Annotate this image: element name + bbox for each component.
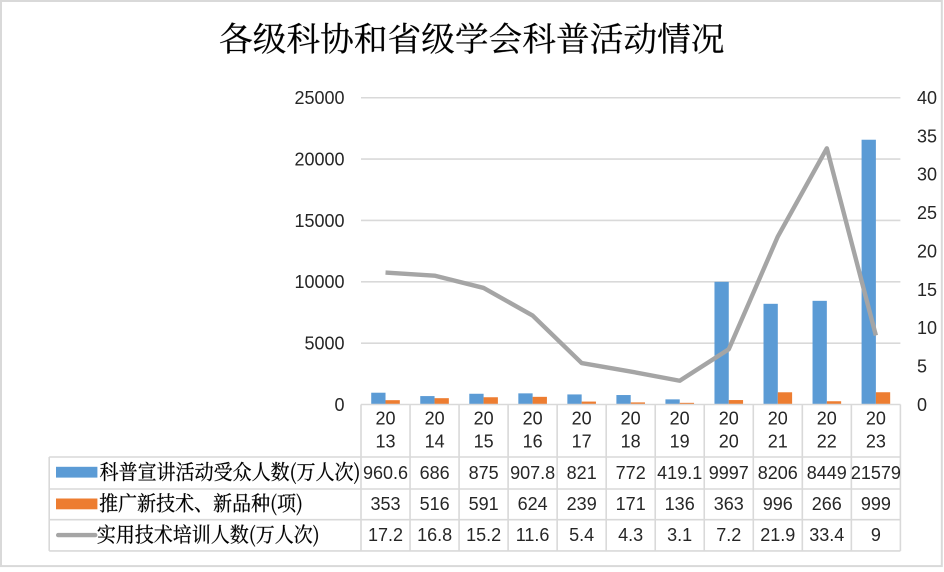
svg-text:20: 20 <box>621 409 641 429</box>
svg-text:25: 25 <box>917 203 937 223</box>
svg-text:907.8: 907.8 <box>510 463 555 483</box>
svg-text:20: 20 <box>719 432 739 452</box>
svg-text:5.4: 5.4 <box>569 525 594 545</box>
svg-text:18: 18 <box>621 432 641 452</box>
svg-text:20: 20 <box>474 409 494 429</box>
svg-text:8206: 8206 <box>758 463 798 483</box>
svg-text:3.1: 3.1 <box>667 525 692 545</box>
svg-text:21.9: 21.9 <box>760 525 795 545</box>
svg-text:516: 516 <box>420 494 450 514</box>
svg-text:15.2: 15.2 <box>466 525 501 545</box>
svg-text:20: 20 <box>817 409 837 429</box>
svg-text:10000: 10000 <box>294 272 344 292</box>
svg-text:821: 821 <box>567 463 597 483</box>
svg-text:10: 10 <box>917 318 937 338</box>
svg-text:16: 16 <box>523 432 543 452</box>
svg-text:15: 15 <box>917 280 937 300</box>
svg-text:419.1: 419.1 <box>657 463 702 483</box>
svg-text:772: 772 <box>616 463 646 483</box>
svg-text:11.6: 11.6 <box>516 525 550 545</box>
svg-text:999: 999 <box>861 494 891 514</box>
svg-text:16.8: 16.8 <box>417 525 452 545</box>
svg-text:996: 996 <box>763 494 793 514</box>
svg-text:30: 30 <box>917 165 937 185</box>
svg-text:17.2: 17.2 <box>368 525 403 545</box>
svg-text:20: 20 <box>768 409 788 429</box>
svg-text:25000: 25000 <box>294 88 344 108</box>
svg-text:21579: 21579 <box>851 463 901 483</box>
svg-text:686: 686 <box>420 463 450 483</box>
svg-text:960.6: 960.6 <box>363 463 408 483</box>
svg-text:13: 13 <box>375 432 395 452</box>
svg-text:5: 5 <box>917 357 927 377</box>
svg-text:7.2: 7.2 <box>716 525 741 545</box>
svg-text:20000: 20000 <box>294 149 344 169</box>
svg-text:20: 20 <box>866 409 886 429</box>
svg-text:363: 363 <box>714 494 744 514</box>
svg-text:353: 353 <box>370 494 400 514</box>
svg-text:23: 23 <box>866 432 886 452</box>
svg-text:20: 20 <box>917 241 937 261</box>
svg-text:875: 875 <box>469 463 499 483</box>
svg-text:591: 591 <box>469 494 499 514</box>
svg-text:8449: 8449 <box>807 463 847 483</box>
svg-text:624: 624 <box>518 494 548 514</box>
svg-text:136: 136 <box>665 494 695 514</box>
svg-text:20: 20 <box>523 409 543 429</box>
svg-text:15000: 15000 <box>294 211 344 231</box>
svg-text:0: 0 <box>917 395 927 415</box>
svg-text:17: 17 <box>572 432 592 452</box>
svg-text:171: 171 <box>616 494 646 514</box>
svg-text:33.4: 33.4 <box>809 525 844 545</box>
svg-text:22: 22 <box>817 432 837 452</box>
svg-text:21: 21 <box>768 432 788 452</box>
svg-text:20: 20 <box>572 409 592 429</box>
svg-text:4.3: 4.3 <box>618 525 643 545</box>
svg-text:239: 239 <box>567 494 597 514</box>
svg-text:5000: 5000 <box>304 333 344 353</box>
svg-text:266: 266 <box>812 494 842 514</box>
svg-text:40: 40 <box>917 88 937 108</box>
svg-text:20: 20 <box>670 409 690 429</box>
svg-text:20: 20 <box>719 409 739 429</box>
svg-text:9: 9 <box>871 525 881 545</box>
svg-text:20: 20 <box>425 409 445 429</box>
svg-text:9997: 9997 <box>709 463 749 483</box>
svg-text:35: 35 <box>917 126 937 146</box>
svg-text:14: 14 <box>425 432 445 452</box>
svg-text:19: 19 <box>670 432 690 452</box>
svg-text:0: 0 <box>334 395 344 415</box>
svg-text:15: 15 <box>474 432 494 452</box>
svg-text:20: 20 <box>375 409 395 429</box>
